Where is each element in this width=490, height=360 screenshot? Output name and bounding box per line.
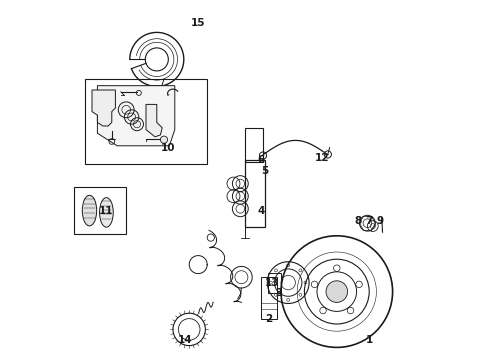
Bar	[261, 277, 277, 319]
Ellipse shape	[99, 198, 113, 227]
Text: 2: 2	[265, 314, 272, 324]
Text: 13: 13	[265, 278, 279, 288]
Bar	[269, 273, 281, 293]
Polygon shape	[146, 104, 162, 137]
Text: 14: 14	[178, 335, 193, 345]
Polygon shape	[92, 90, 116, 126]
Text: 10: 10	[160, 143, 175, 153]
Text: 6: 6	[258, 155, 265, 165]
Bar	[245, 128, 263, 162]
Text: 1: 1	[366, 335, 373, 345]
Text: 7: 7	[366, 216, 373, 226]
Text: 5: 5	[261, 166, 269, 176]
Bar	[85, 79, 207, 164]
Ellipse shape	[82, 195, 97, 226]
Bar	[74, 187, 126, 234]
Text: 3: 3	[275, 288, 283, 298]
Text: 4: 4	[258, 206, 265, 216]
Text: 9: 9	[376, 216, 384, 226]
Polygon shape	[98, 86, 175, 146]
Text: 15: 15	[191, 18, 205, 28]
Circle shape	[326, 281, 347, 302]
Text: 12: 12	[315, 153, 330, 163]
Text: 8: 8	[355, 216, 362, 226]
Circle shape	[160, 136, 168, 143]
Text: 11: 11	[99, 206, 114, 216]
Bar	[245, 160, 265, 227]
